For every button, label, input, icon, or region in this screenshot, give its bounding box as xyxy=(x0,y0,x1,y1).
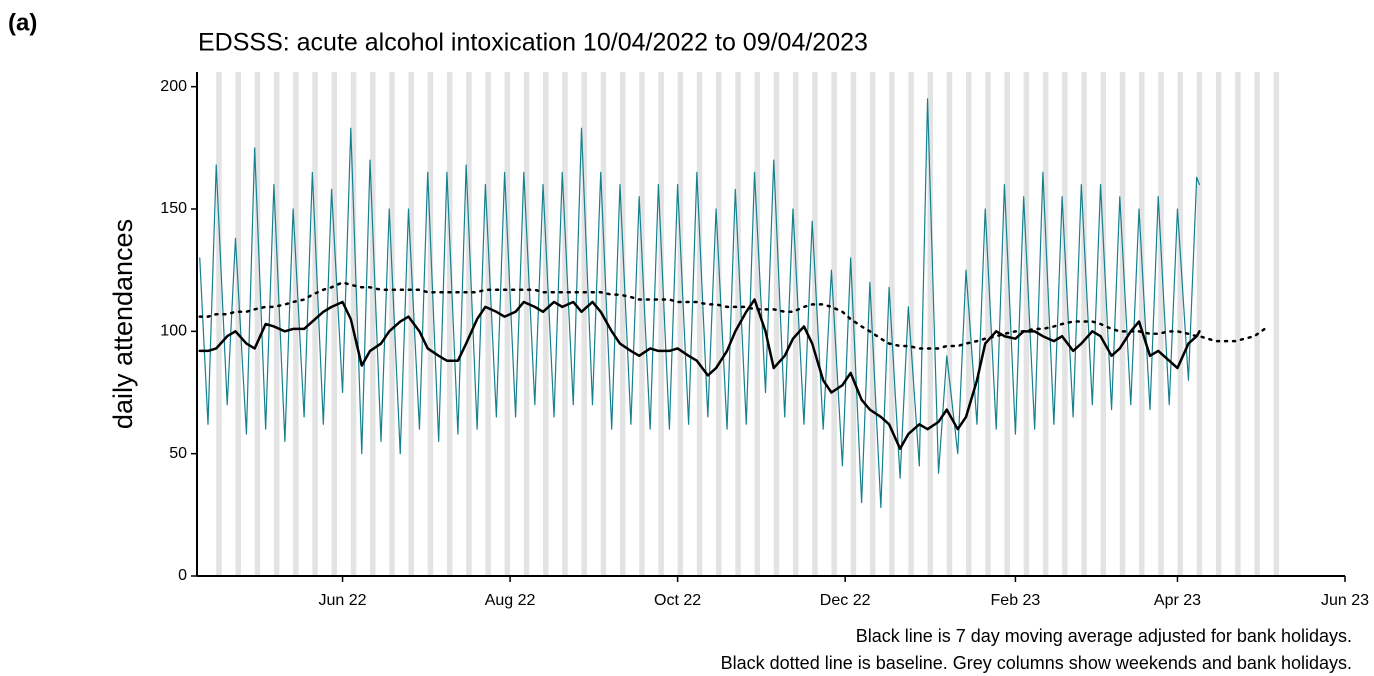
weekend-column xyxy=(446,72,453,576)
series-line xyxy=(199,98,1201,509)
weekend-column xyxy=(773,72,780,576)
x-tick-label: Jun 23 xyxy=(1321,592,1369,609)
weekend-column xyxy=(1139,72,1145,576)
weekend-column xyxy=(235,72,241,576)
weekend-column xyxy=(312,72,318,576)
y-axis-label: daily attendances xyxy=(108,219,138,429)
weekend-column xyxy=(869,72,876,576)
weekend-column xyxy=(696,72,703,576)
x-tick-label: Jun 22 xyxy=(319,592,367,609)
weekend-column xyxy=(600,72,607,576)
weekend-column xyxy=(216,72,222,576)
x-tick-label: Feb 23 xyxy=(991,592,1041,609)
weekend-column xyxy=(1023,72,1030,576)
x-tick-label: Dec 22 xyxy=(820,592,871,609)
weekend-column xyxy=(254,72,261,576)
weekend-column xyxy=(639,72,645,576)
weekend-column xyxy=(581,72,587,576)
weekend-column xyxy=(543,72,549,576)
footnote: Black line is 7 day moving average adjus… xyxy=(856,626,1352,646)
weekend-column xyxy=(331,72,338,576)
y-tick-label: 200 xyxy=(160,78,187,95)
weekend-column xyxy=(466,72,472,576)
x-tick-label: Oct 22 xyxy=(654,592,701,609)
y-tick-label: 150 xyxy=(160,200,187,217)
weekend-column xyxy=(812,72,818,576)
x-tick-label: Aug 22 xyxy=(485,592,536,609)
series-line xyxy=(198,298,1201,451)
chart-title: EDSSS: acute alcohol intoxication 10/04/… xyxy=(198,29,868,57)
weekend-column xyxy=(1042,72,1049,576)
weekend-column xyxy=(504,72,511,576)
weekend-column xyxy=(1158,72,1164,576)
y-tick-label: 100 xyxy=(160,323,187,340)
weekend-column xyxy=(523,72,530,576)
weekend-column xyxy=(562,72,568,576)
panel-label: (a) xyxy=(8,9,37,36)
weekend-column xyxy=(965,72,972,576)
weekend-column xyxy=(1081,72,1087,576)
y-tick-label: 50 xyxy=(169,445,187,462)
weekend-column xyxy=(908,72,914,576)
y-tick-label: 0 xyxy=(178,567,187,584)
weekend-column xyxy=(370,72,376,576)
weekend-column xyxy=(1177,72,1183,576)
weekend-column xyxy=(985,72,991,576)
weekend-column xyxy=(1004,72,1010,576)
weekend-column xyxy=(427,72,434,576)
weekend-column xyxy=(716,72,722,576)
footnote: Black dotted line is baseline. Grey colu… xyxy=(721,653,1352,673)
weekend-column xyxy=(485,72,491,576)
weekend-column xyxy=(889,72,895,576)
weekend-column xyxy=(946,72,953,576)
weekend-column xyxy=(389,72,395,576)
weekend-column xyxy=(273,72,280,576)
x-tick-label: Apr 23 xyxy=(1154,592,1201,609)
weekend-column xyxy=(754,72,761,576)
weekend-column xyxy=(1215,72,1222,576)
weekend-column xyxy=(1100,72,1107,576)
weekend-column xyxy=(1254,72,1260,576)
weekend-column xyxy=(792,72,799,576)
weekend-column xyxy=(293,72,299,576)
weekend-column xyxy=(1235,72,1241,576)
series-line xyxy=(198,281,1270,350)
weekend-column xyxy=(619,72,626,576)
weekend-column xyxy=(1196,72,1203,576)
weekend-column xyxy=(1119,72,1126,576)
weekend-column xyxy=(350,72,357,576)
weekend-column xyxy=(408,72,414,576)
weekend-column xyxy=(1062,72,1068,576)
weekend-column xyxy=(658,72,664,576)
weekend-column xyxy=(677,72,684,576)
weekend-column xyxy=(927,72,934,576)
weekend-column xyxy=(1273,72,1280,576)
